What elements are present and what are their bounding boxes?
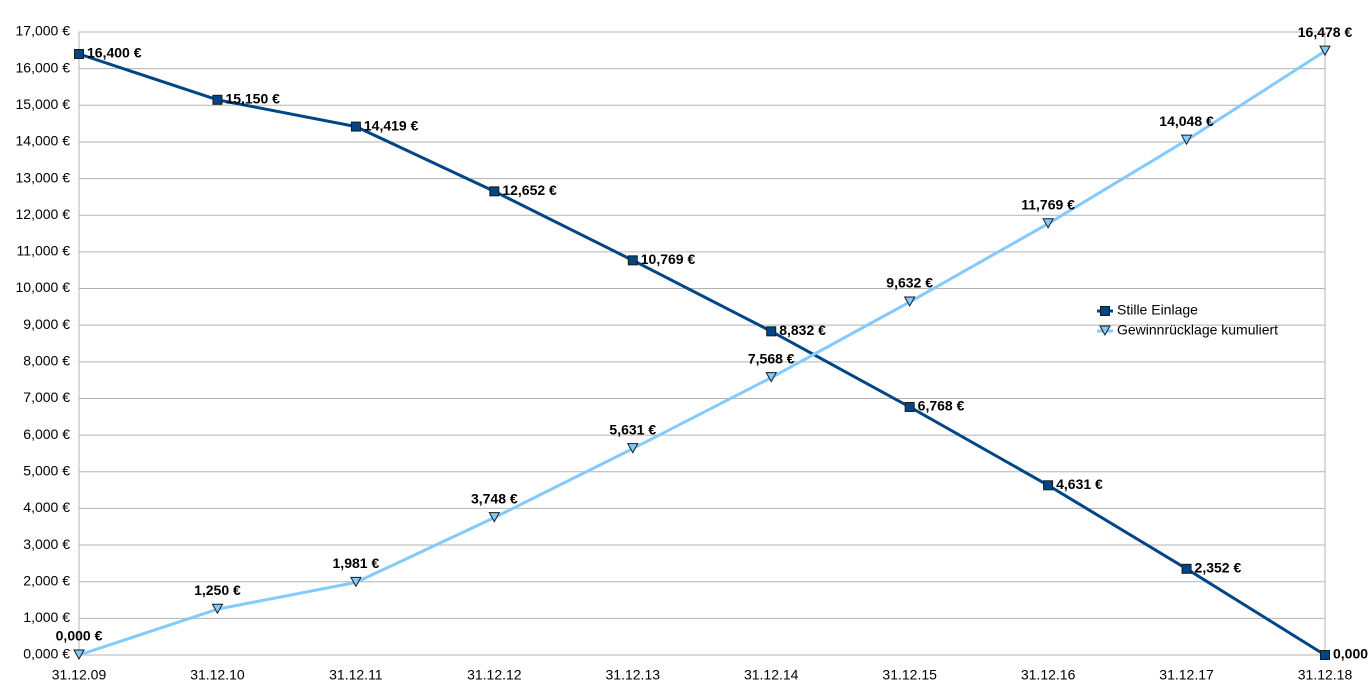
marker <box>73 649 85 661</box>
y-tick-label: 12,000 € <box>16 206 71 222</box>
value-label: 0,000 € <box>1333 646 1371 662</box>
marker <box>1320 650 1330 660</box>
value-label: 8,832 € <box>779 322 826 338</box>
marker <box>1043 480 1054 491</box>
y-tick-label: 11,000 € <box>17 243 71 259</box>
value-label: 16,400 € <box>87 45 142 61</box>
x-tick-label: 31.12.13 <box>606 667 661 683</box>
value-label: 7,568 € <box>748 350 795 366</box>
marker <box>350 121 361 132</box>
y-tick-label: 10,000 € <box>16 279 71 295</box>
marker <box>904 401 915 412</box>
marker <box>1042 218 1054 229</box>
marker <box>350 576 362 588</box>
marker <box>1319 45 1331 57</box>
legend-label: Gewinnrücklage kumuliert <box>1117 322 1278 338</box>
value-label: 12,652 € <box>502 182 557 198</box>
y-tick-label: 1,000 € <box>23 609 70 625</box>
marker <box>903 296 916 308</box>
y-tick-label: 0,000 € <box>23 646 70 662</box>
marker <box>766 326 777 337</box>
x-tick-label: 31.12.09 <box>52 667 107 683</box>
marker <box>1099 325 1111 337</box>
marker <box>74 48 84 59</box>
y-tick-label: 15,000 € <box>16 96 71 112</box>
x-tick-label: 31.12.12 <box>467 667 522 683</box>
value-label: 11,769 € <box>1021 196 1075 212</box>
value-label: 3,748 € <box>471 490 518 506</box>
value-label: 2,352 € <box>1195 560 1242 576</box>
value-label: 10,769 € <box>641 251 696 267</box>
value-label: 4,631 € <box>1056 476 1103 492</box>
marker <box>626 443 639 454</box>
value-label: 6,768 € <box>918 398 965 414</box>
x-tick-label: 31.12.18 <box>1298 667 1353 683</box>
value-label: 1,250 € <box>194 582 241 598</box>
y-tick-label: 6,000 € <box>23 426 70 442</box>
value-label: 14,048 € <box>1159 113 1214 129</box>
y-tick-label: 2,000 € <box>23 572 70 588</box>
value-label: 14,419 € <box>364 117 419 133</box>
marker <box>1181 563 1192 574</box>
y-tick-label: 5,000 € <box>23 462 70 478</box>
y-tick-label: 7,000 € <box>23 389 70 405</box>
series-line <box>78 49 1326 657</box>
value-label: 15,150 € <box>225 91 280 107</box>
x-tick-label: 31.12.17 <box>1159 667 1214 683</box>
marker <box>627 255 638 266</box>
y-tick-label: 3,000 € <box>23 536 70 552</box>
marker <box>1100 306 1110 316</box>
marker <box>211 603 224 615</box>
series-line <box>78 52 1326 657</box>
y-tick-label: 4,000 € <box>23 499 70 515</box>
value-label: 9,632 € <box>886 275 933 291</box>
marker <box>1180 134 1193 146</box>
marker <box>488 512 501 523</box>
value-label: 1,981 € <box>333 555 380 571</box>
y-tick-label: 13,000 € <box>16 169 71 185</box>
x-tick-label: 31.12.11 <box>329 667 383 683</box>
x-tick-label: 31.12.16 <box>1021 667 1076 683</box>
marker <box>489 186 500 197</box>
x-tick-label: 31.12.15 <box>882 667 937 683</box>
y-tick-label: 8,000 € <box>23 353 70 369</box>
y-tick-label: 14,000 € <box>16 133 71 149</box>
value-label: 5,631 € <box>609 421 656 437</box>
x-tick-label: 31.12.10 <box>190 667 245 683</box>
y-tick-label: 9,000 € <box>23 316 70 332</box>
legend-label: Stille Einlage <box>1117 302 1198 318</box>
marker <box>212 94 223 105</box>
value-label: 16,478 € <box>1298 24 1353 40</box>
y-tick-label: 16,000 € <box>16 59 71 75</box>
x-tick-label: 31.12.14 <box>744 667 799 683</box>
marker <box>765 372 778 383</box>
value-label: 0,000 € <box>56 628 103 644</box>
y-tick-label: 17,000 € <box>16 23 71 39</box>
